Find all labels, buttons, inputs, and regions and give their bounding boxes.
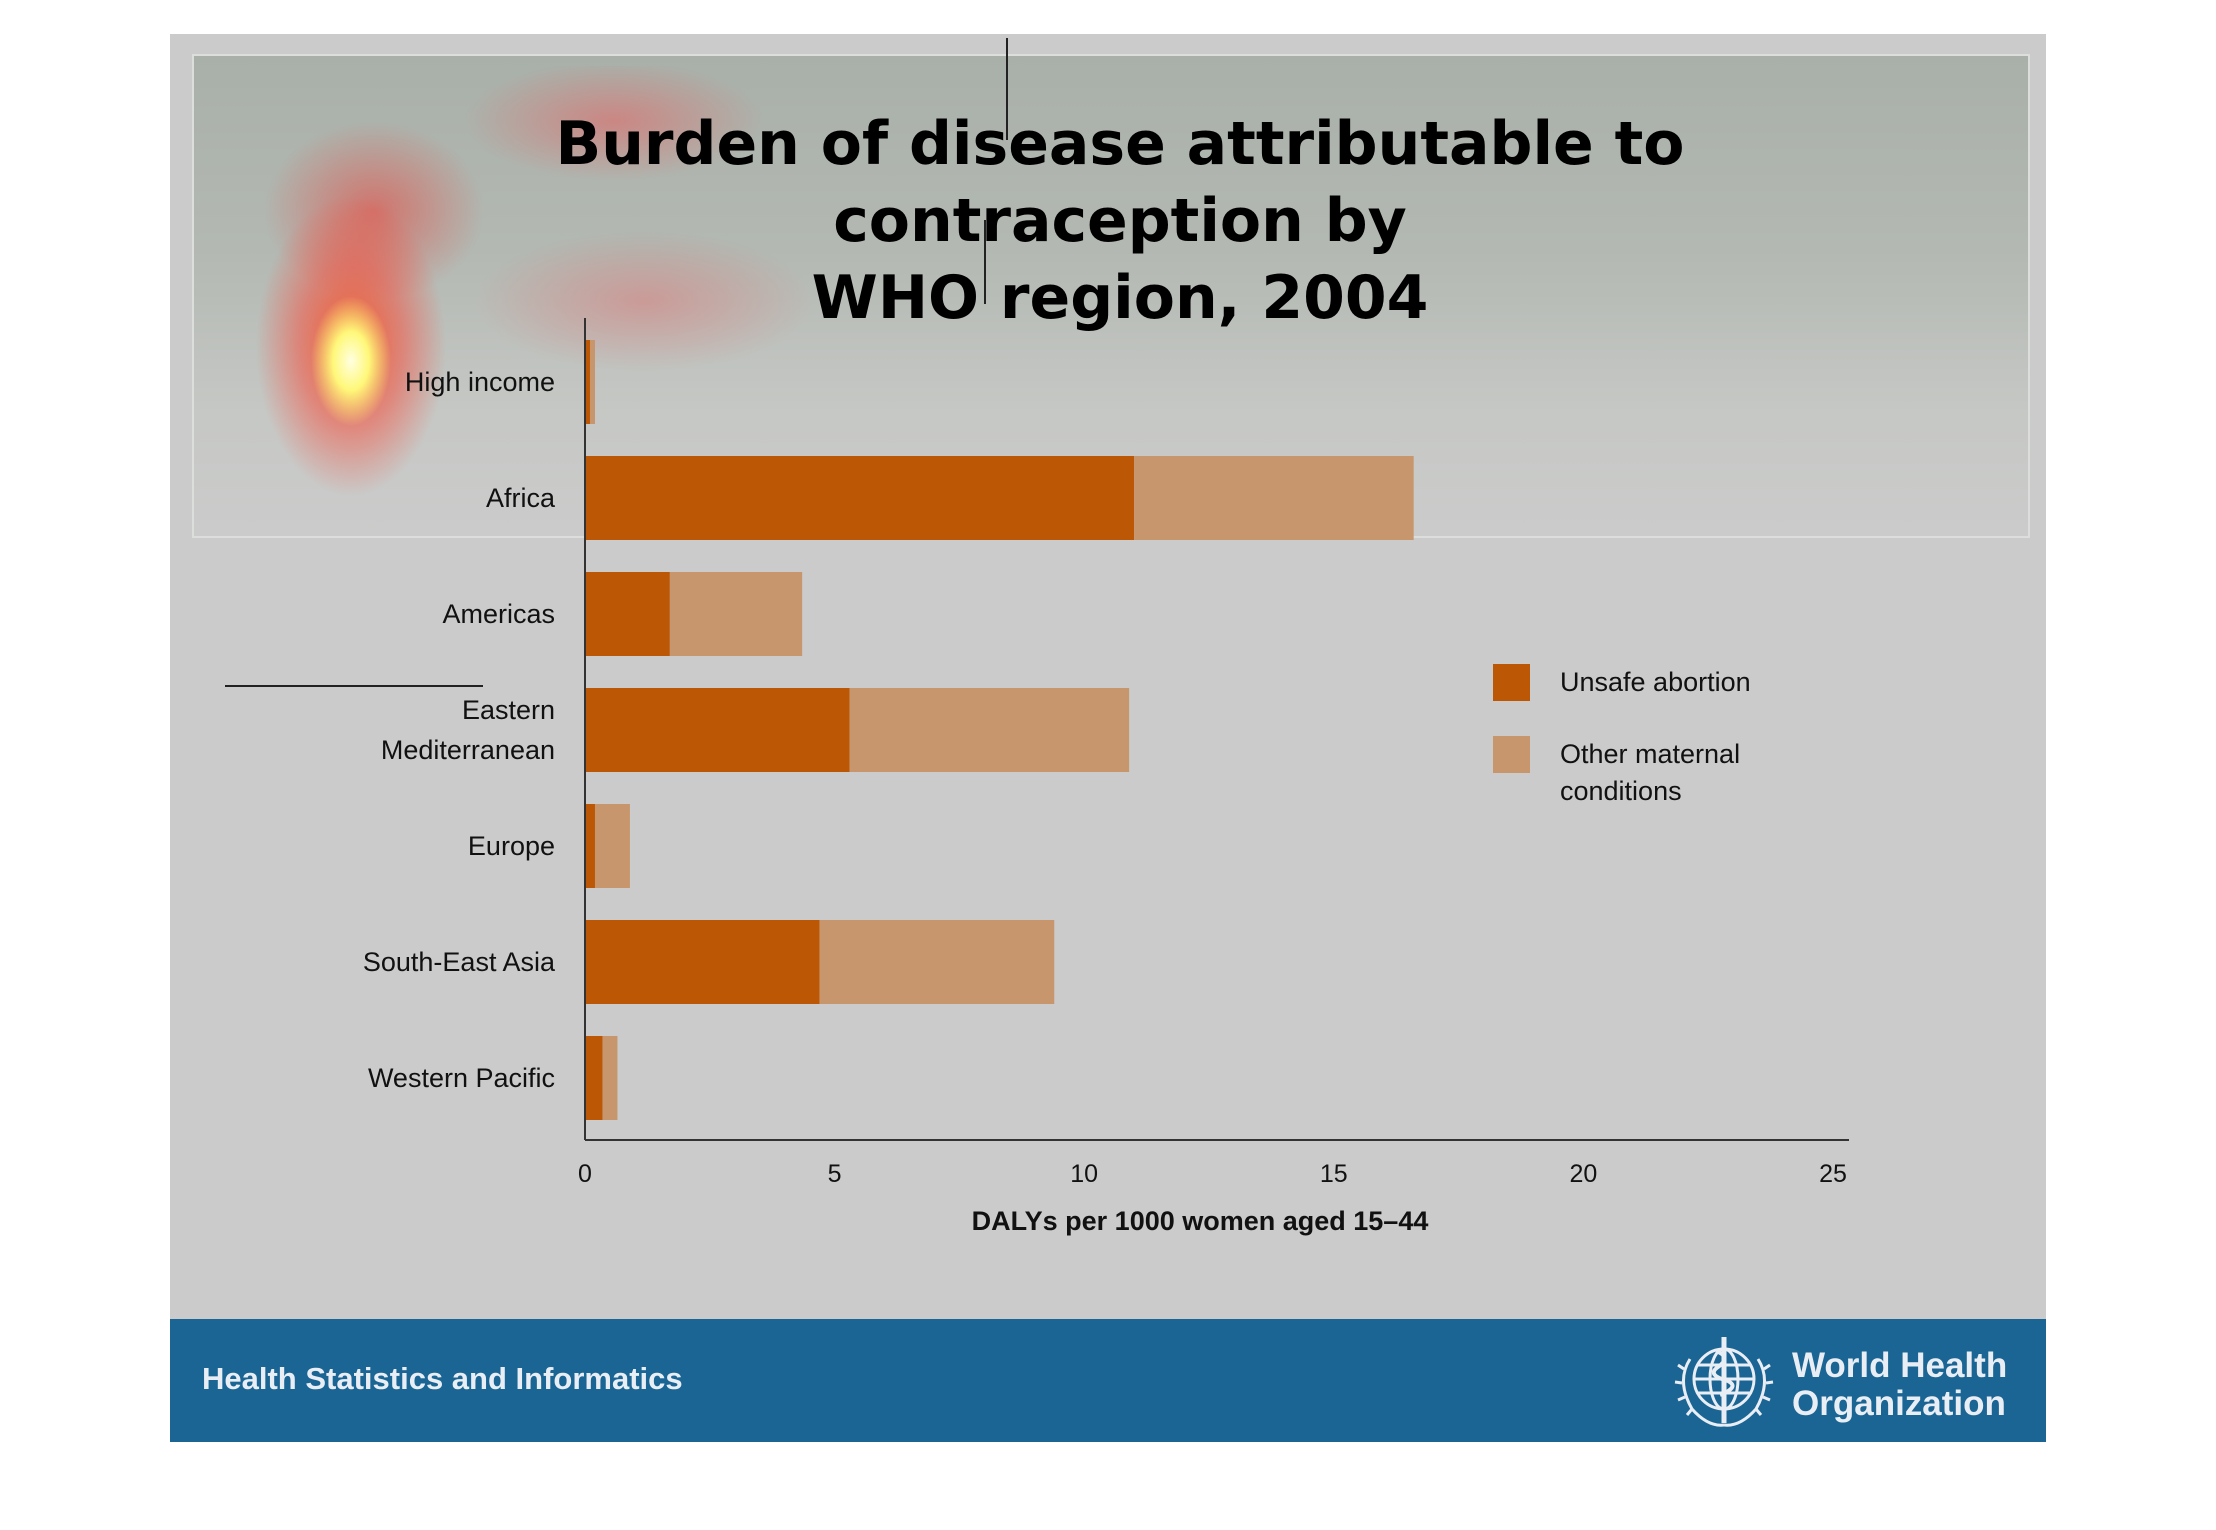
slide-title: Burden of disease attributable to contra… xyxy=(320,106,1920,337)
bar-segment xyxy=(585,688,850,772)
chart: High income Africa Americas Eastern Mediterr… xyxy=(363,318,1849,1236)
x-tick-label: 15 xyxy=(1320,1160,1348,1188)
title-line-1: Burden of disease attributable to contra… xyxy=(555,109,1685,256)
category-label: High income xyxy=(405,367,555,397)
x-tick-label: 20 xyxy=(1569,1160,1597,1188)
category-label: South-East Asia xyxy=(363,947,556,977)
who-name-line-1: World Health xyxy=(1792,1346,2008,1385)
bar-segment xyxy=(589,340,595,424)
bar-segment xyxy=(585,340,590,424)
bar-segment xyxy=(585,920,820,1004)
who-name-line-2: Organization xyxy=(1792,1384,2006,1423)
x-axis-title: DALYs per 1000 women aged 15–44 xyxy=(972,1206,1429,1236)
bar-segment xyxy=(585,804,595,888)
bar-segment xyxy=(594,804,630,888)
legend-label: Other maternal xyxy=(1560,739,1740,769)
legend-label: conditions xyxy=(1560,776,1682,806)
stray-horizontal-line xyxy=(225,685,483,687)
footer-text: Health Statistics and Informatics xyxy=(202,1361,683,1396)
category-label: Mediterranean xyxy=(381,735,555,765)
footer-bar: Health Statistics and Informatics World … xyxy=(170,1319,2046,1442)
bar-segment xyxy=(585,456,1135,540)
legend-label: Unsafe abortion xyxy=(1560,667,1751,697)
legend-swatch xyxy=(1493,664,1530,701)
category-label: Eastern xyxy=(462,695,555,725)
x-tick-label: 5 xyxy=(828,1160,842,1188)
slide: Burden of disease attributable to contra… xyxy=(170,34,2046,1442)
bar-segment xyxy=(585,1036,603,1120)
cursor-line-top xyxy=(1006,38,1008,140)
category-label: Western Pacific xyxy=(368,1063,555,1093)
bar-segment xyxy=(819,920,1055,1004)
bar-segment xyxy=(602,1036,618,1120)
title-line-2: WHO region, 2004 xyxy=(811,263,1429,333)
bar-segment xyxy=(849,688,1130,772)
who-name: World Health Organization xyxy=(1792,1347,2007,1423)
x-tick-label: 0 xyxy=(578,1160,592,1188)
bar-segment xyxy=(669,572,803,656)
bar-segment xyxy=(585,572,670,656)
category-label: Americas xyxy=(442,599,555,629)
legend-swatch xyxy=(1493,736,1530,773)
cursor-line-mid xyxy=(984,220,986,304)
category-label: Africa xyxy=(486,483,556,513)
who-emblem-icon xyxy=(1674,1337,1774,1427)
category-label: Europe xyxy=(468,831,555,861)
bar-segment xyxy=(1134,456,1414,540)
heatmap-overlay xyxy=(214,66,894,526)
x-tick-label: 10 xyxy=(1070,1160,1098,1188)
x-tick-label: 25 xyxy=(1819,1160,1847,1188)
